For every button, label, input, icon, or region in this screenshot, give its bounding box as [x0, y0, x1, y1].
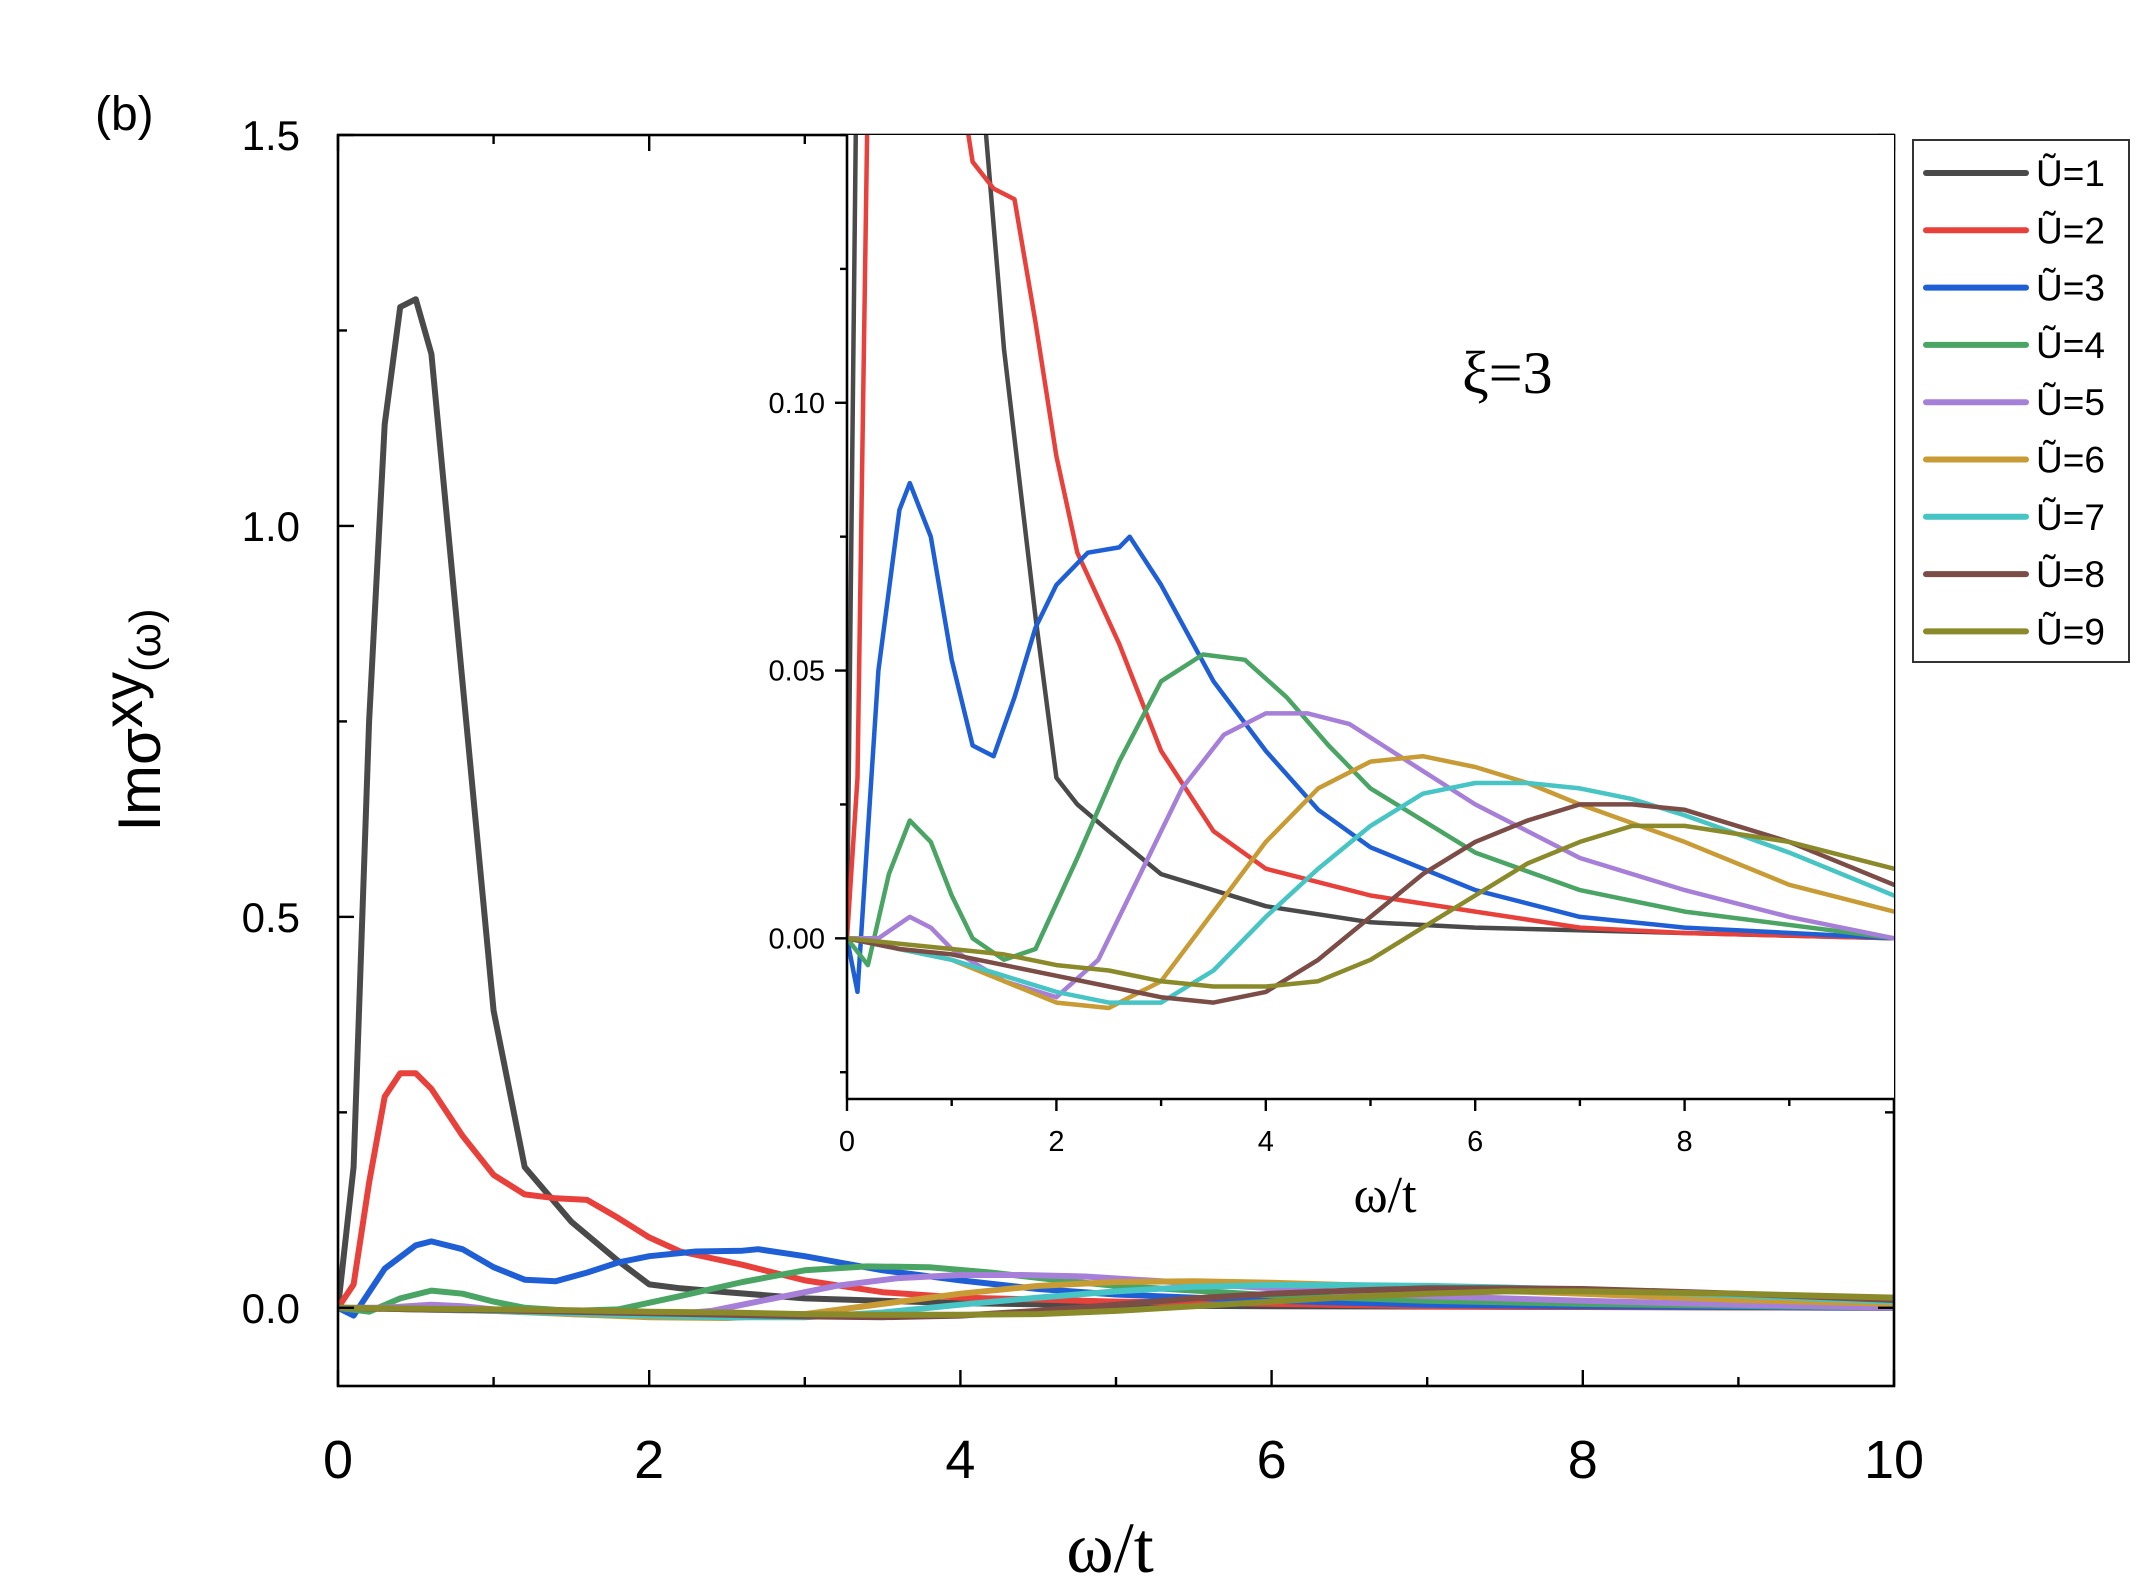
main-xtick-label: 2: [634, 1430, 664, 1490]
inset-xtick-label: 4: [1258, 1126, 1274, 1158]
inset-background: [847, 135, 1894, 1099]
main-series-group: [338, 296, 1894, 1321]
main-xtick-label: 0: [323, 1430, 353, 1490]
inset-ytick-labels: 0.00 0.05 0.10: [769, 388, 825, 956]
legend-label-u2: Ũ=2: [2036, 210, 2105, 251]
inset-ytick-label: 0.00: [769, 923, 825, 955]
inset-x-axis-label: ω/t: [1353, 1167, 1417, 1224]
ylabel-prefix: Imσ: [106, 728, 173, 832]
legend-items: Ũ=1 Ũ=2 Ũ=3 Ũ=4 Ũ=5 Ũ=6 Ũ=7 Ũ=8 Ũ=9: [1923, 153, 2105, 652]
legend-label-u1: Ũ=1: [2036, 153, 2105, 194]
main-ytick-label: 0.0: [242, 1285, 300, 1332]
inset-series-u7: [847, 780, 1894, 1005]
main-xtick-label: 4: [945, 1430, 975, 1490]
inset-series-u1: [847, 135, 1894, 941]
inset-xtick-label: 6: [1467, 1126, 1483, 1158]
main-x-axis-label: ω/t: [1066, 1508, 1153, 1586]
inset-ytick-label: 0.10: [769, 388, 825, 420]
legend: Ũ=1 Ũ=2 Ũ=3 Ũ=4 Ũ=5 Ũ=6 Ũ=7 Ũ=8 Ũ=9: [1912, 139, 2130, 663]
legend-label-u3: Ũ=3: [2036, 268, 2105, 309]
main-series-u9: [338, 1288, 1894, 1318]
main-series-u2: [338, 1070, 1894, 1311]
inset-xtick-label: 8: [1677, 1126, 1693, 1158]
inset-plot: 0 2 4 6 8 0.00 0.05 0.10 ω/t ξ=3: [769, 133, 1894, 1224]
main-xtick-labels: 0 2 4 6 8 10: [323, 1430, 1924, 1490]
main-xtick-label: 6: [1257, 1430, 1287, 1490]
legend-label-u7: Ũ=7: [2036, 497, 2105, 538]
main-xtick-label: 10: [1864, 1430, 1924, 1490]
inset-series-u4: [847, 652, 1894, 968]
inset-xtick-label: 0: [839, 1126, 855, 1158]
main-ytick-label: 0.5: [242, 894, 300, 941]
main-series-u4: [338, 1263, 1894, 1315]
inset-xtick-labels: 0 2 4 6 8: [839, 1126, 1693, 1158]
main-y-axis-label: Imσxy(ω): [91, 608, 173, 831]
main-series-u1: [338, 296, 1894, 1311]
main-plot: 0 2 4 6 8 10 0.0 0.5 1.0 1.5 ω/t Imσxy(ω): [91, 112, 1924, 1586]
inset-series-u2: [847, 135, 1894, 941]
inset-series-u8: [847, 802, 1894, 1005]
inset-ticks: [835, 133, 1791, 1111]
inset-series-u9: [847, 823, 1894, 989]
legend-label-u8: Ũ=8: [2036, 554, 2105, 595]
legend-label-u6: Ũ=6: [2036, 440, 2105, 481]
main-xtick-label: 8: [1568, 1430, 1598, 1490]
xi-annotation: ξ=3: [1462, 340, 1553, 406]
main-ytick-label: 1.5: [242, 112, 300, 159]
legend-label-u5: Ũ=5: [2036, 382, 2105, 423]
panel-label: (b): [95, 88, 154, 141]
legend-label-u9: Ũ=9: [2036, 611, 2105, 652]
inset-series-u3: [847, 480, 1894, 995]
main-ytick-labels: 0.0 0.5 1.0 1.5: [242, 112, 300, 1332]
legend-label-u4: Ũ=4: [2036, 325, 2105, 366]
main-ytick-label: 1.0: [242, 503, 300, 550]
inset-series-group: [847, 135, 1894, 1011]
inset-series-u6: [847, 753, 1894, 1011]
ylabel-suffix: (ω): [121, 608, 170, 672]
ylabel-superscript: xy: [91, 672, 154, 728]
inset-ytick-label: 0.05: [769, 656, 825, 688]
inset-xtick-label: 2: [1048, 1126, 1064, 1158]
